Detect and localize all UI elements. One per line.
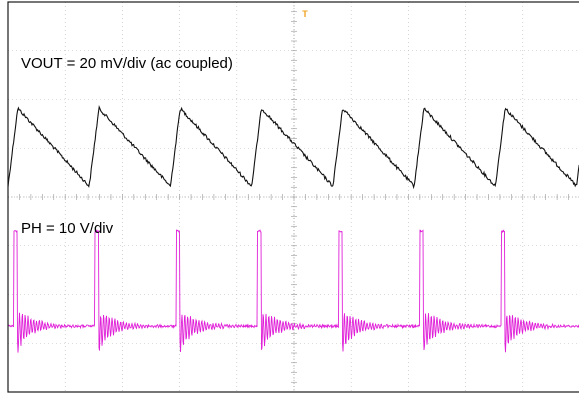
vout-trace [7,105,579,190]
screen-frame [7,1,579,393]
ph-scale-label: PH = 10 V/div [21,220,114,237]
vout-waveform [7,105,579,190]
ph-trace [7,229,579,353]
ph-waveform [7,229,579,353]
graticule [7,1,579,393]
vout-scale-label: VOUT = 20 mV/div (ac coupled) [21,55,233,72]
trigger-marker: T [302,9,308,19]
